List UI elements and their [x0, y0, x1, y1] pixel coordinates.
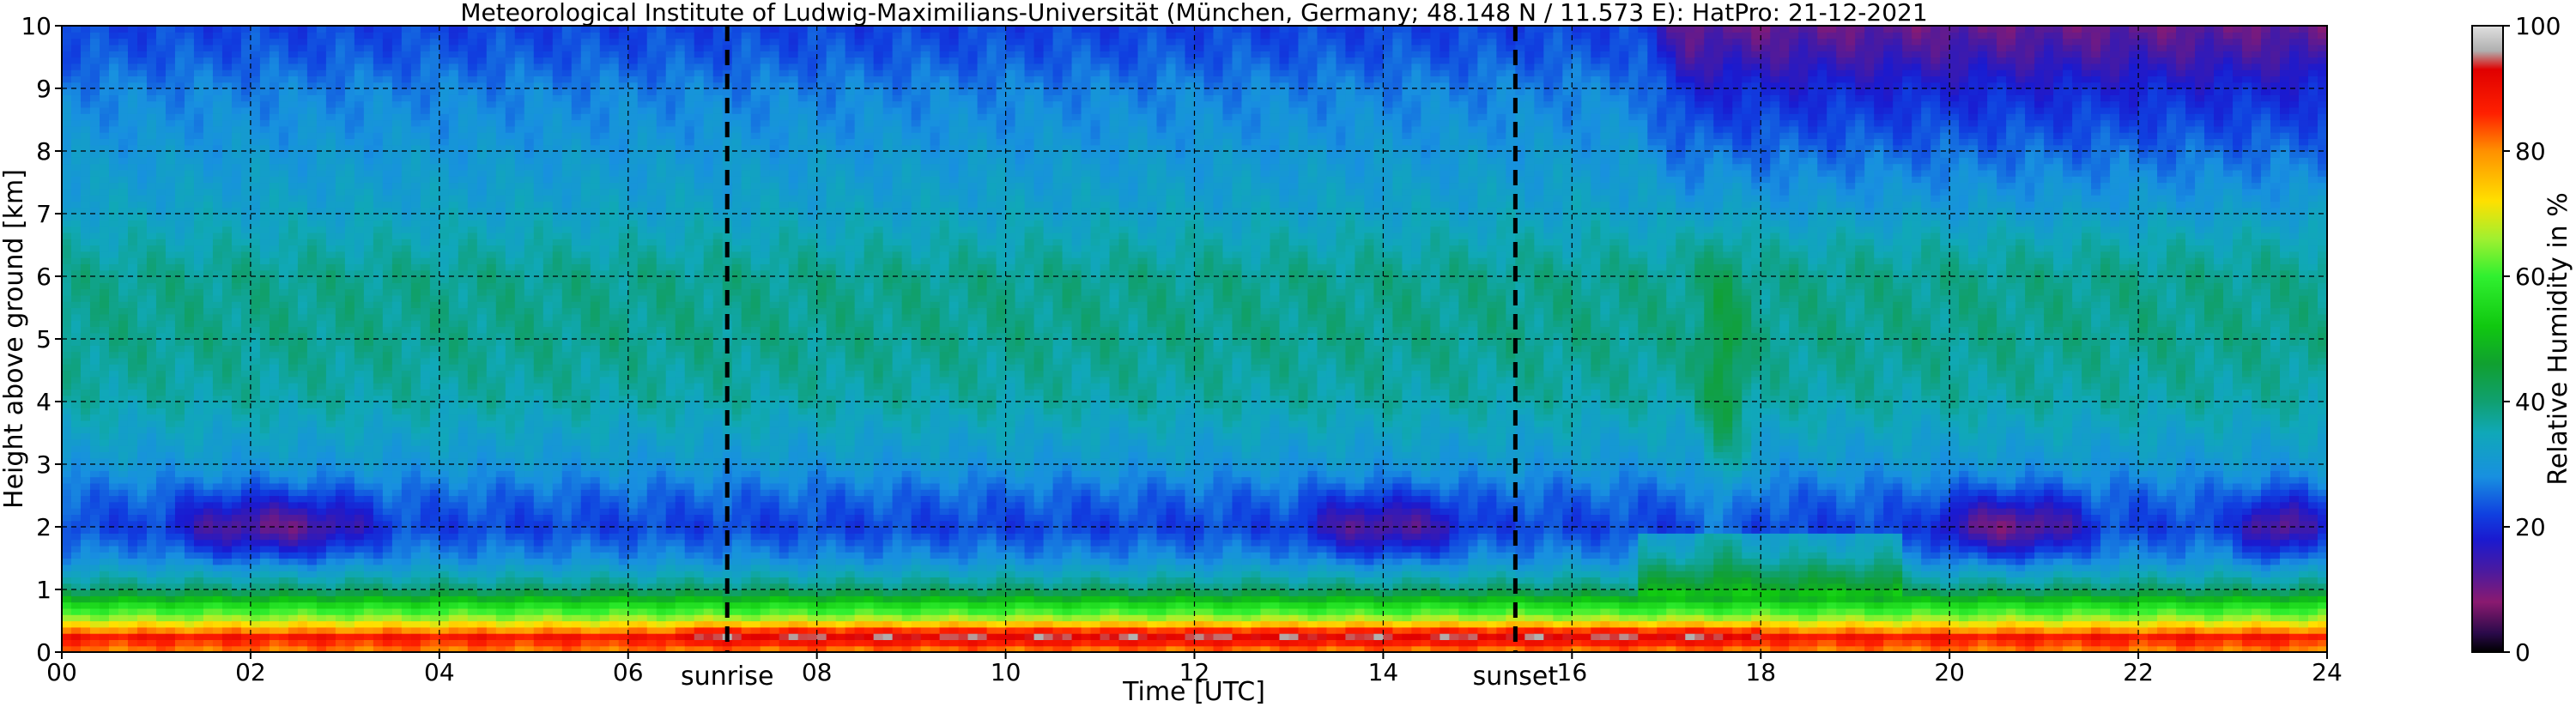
chart-title: Meteorological Institute of Ludwig-Maxim… [460, 0, 1927, 27]
y-tick-label: 7 [36, 200, 52, 228]
x-tick-label: 16 [1557, 658, 1588, 686]
y-tick-label: 6 [36, 263, 52, 291]
y-tick-label: 0 [36, 638, 52, 667]
x-axis-label: Time [UTC] [1122, 677, 1265, 707]
y-tick-label: 1 [36, 576, 52, 604]
y-tick-label: 2 [36, 513, 52, 541]
y-tick-label: 10 [21, 12, 52, 40]
colorbar-tick-label: 20 [2515, 513, 2546, 541]
y-tick-label: 4 [36, 388, 52, 416]
x-tick-label: 20 [1934, 658, 1965, 686]
y-tick-label: 9 [36, 75, 52, 103]
colorbar-gradient [2472, 26, 2503, 652]
x-tick-label: 02 [235, 658, 266, 686]
x-tick-label: 06 [613, 658, 644, 686]
x-tick-label: 14 [1368, 658, 1399, 686]
y-tick-label: 5 [36, 325, 52, 354]
colorbar-tick-label: 40 [2515, 388, 2546, 416]
y-tick-label: 8 [36, 137, 52, 166]
colorbar-tick-label: 80 [2515, 137, 2546, 166]
sunrise-label: sunrise [681, 662, 773, 692]
x-tick-label: 08 [802, 658, 833, 686]
colorbar-tick-label: 0 [2515, 638, 2531, 667]
colorbar-label: Relative Humidity in % [2543, 192, 2573, 485]
y-axis-label: Height above ground [km] [0, 169, 29, 509]
x-tick-label: 24 [2312, 658, 2343, 686]
x-tick-label: 10 [991, 658, 1021, 686]
x-tick-label: 18 [1745, 658, 1776, 686]
sunset-label: sunset [1473, 662, 1559, 692]
x-tick-label: 22 [2123, 658, 2154, 686]
colorbar-tick-label: 60 [2515, 263, 2546, 291]
colorbar-tick-label: 100 [2515, 12, 2561, 40]
x-tick-label: 04 [424, 658, 455, 686]
y-tick-label: 3 [36, 450, 52, 479]
